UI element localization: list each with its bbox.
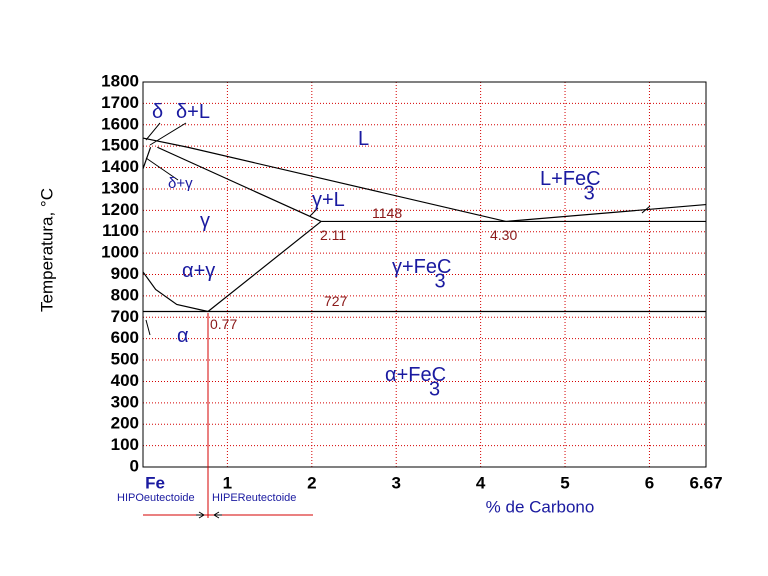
annotation-sub: 3: [584, 182, 595, 204]
annotation: 4.30: [490, 227, 517, 243]
x-tick-label: 2: [307, 473, 316, 492]
x-axis-label: % de Carbono: [486, 497, 595, 516]
y-tick-label: 1300: [101, 178, 139, 197]
y-tick-label: 600: [111, 328, 139, 347]
annotation-text: γ+L: [312, 189, 345, 211]
y-tick-label: 900: [111, 264, 139, 283]
annotation-end: C: [432, 364, 446, 386]
annotation: 2.11: [320, 227, 346, 243]
annotation: γ+L: [312, 189, 345, 211]
arrows: [196, 511, 222, 519]
annotation-text: γ+Fe: [392, 256, 437, 278]
annotation: γ: [200, 210, 210, 232]
y-tick-label: 1800: [101, 71, 139, 90]
y-tick-label: 500: [111, 350, 139, 369]
annotation-text: α+Fe: [385, 364, 432, 386]
y-tick-label: 0: [130, 456, 139, 475]
annotation: α+γ: [182, 260, 215, 282]
annotation: 1148: [372, 205, 402, 221]
annotation-end: C: [586, 168, 600, 190]
annotation-text: γ: [200, 210, 210, 232]
plot-frame: [142, 81, 707, 468]
y-tick-label: 1000: [101, 243, 139, 262]
annotation: 0.77: [210, 316, 237, 332]
annotation-text: 2.11: [320, 227, 346, 243]
x-tick-label: 6.67: [689, 473, 722, 492]
y-tick-label: 300: [111, 392, 139, 411]
note: HIPOeutectoide: [117, 492, 195, 504]
x-tick-label: 4: [476, 473, 486, 492]
y-tick-label: 1500: [101, 136, 139, 155]
y-tick-label: 1600: [101, 114, 139, 133]
y-tick-label: 1200: [101, 200, 139, 219]
x-tick-label: 1: [223, 473, 232, 492]
y-tick-label: 700: [111, 307, 139, 326]
annotation-text: δ+L: [176, 101, 210, 123]
annotation: γ+FeC: [392, 256, 451, 278]
y-tick-label: 400: [111, 371, 139, 390]
annotation-sub: 3: [429, 378, 440, 400]
annotation-text: 1148: [372, 205, 402, 221]
phase-line: [157, 146, 322, 223]
phase-line: [142, 137, 707, 223]
annotation: 727: [324, 293, 348, 309]
label-arrows: [145, 122, 651, 336]
y-tick-label: 1400: [101, 157, 139, 176]
annotation-text: 4.30: [490, 227, 517, 243]
y-tick-label: 200: [111, 414, 139, 433]
x-tick-label: Fe: [145, 473, 165, 492]
annotation-end: C: [437, 256, 451, 278]
y-tick-label: 800: [111, 285, 139, 304]
y-tick-label: 1700: [101, 93, 139, 112]
annotation: L: [358, 128, 369, 150]
annotation-sub: 3: [434, 270, 445, 292]
annotation: δ+γ: [168, 175, 193, 192]
annotation: δ+L: [176, 101, 210, 123]
x-tick-label: 3: [391, 473, 400, 492]
y-axis-label: Temperatura, °C: [37, 188, 56, 312]
annotation-text: 0.77: [210, 316, 237, 332]
note: HIPEReutectoide: [212, 492, 296, 504]
annotation-text: α+γ: [182, 260, 215, 282]
annotation: δ: [152, 101, 163, 123]
annotation-text: δ+γ: [168, 175, 193, 192]
x-tick-label: 5: [560, 473, 569, 492]
annotation-text: L+Fe: [540, 168, 586, 190]
annotation-text: δ: [152, 101, 163, 123]
grid: [142, 81, 707, 468]
marks: [142, 137, 707, 313]
annotation: α+FeC: [385, 364, 446, 386]
x-tick-label: 6: [645, 473, 654, 492]
y-tick-label: 1100: [102, 221, 139, 240]
annotation-text: L: [358, 128, 369, 150]
annotation-text: 727: [324, 293, 348, 309]
annotation-text: α: [177, 325, 189, 347]
phase-line: [142, 271, 209, 313]
annotation: L+FeC: [540, 168, 601, 190]
y-tick-label: 100: [111, 435, 139, 454]
annotation: α: [177, 325, 189, 347]
phase-line: [207, 220, 322, 312]
